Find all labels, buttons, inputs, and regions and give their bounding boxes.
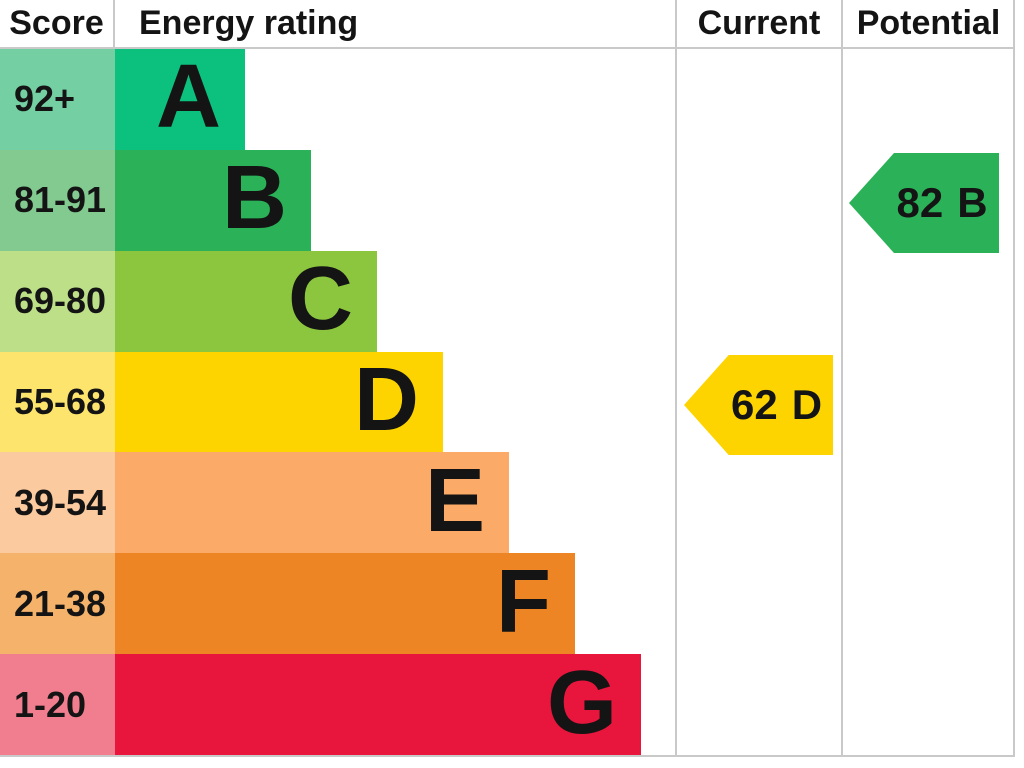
header-energy-rating: Energy rating <box>139 4 359 42</box>
header-potential: Potential <box>856 4 1001 42</box>
rating-letter-g: G <box>546 652 617 753</box>
band-row-d: 55-68 D <box>0 350 1015 453</box>
band-rows: 92+ A 81-91 B 69-80 C 55-68 D 39-54 E 21… <box>0 49 1015 757</box>
rating-letter-e: E <box>424 450 485 551</box>
potential-value: 82 <box>896 179 944 226</box>
score-range-b: 81-91 <box>0 149 115 251</box>
rating-bar-f: F <box>115 551 575 655</box>
band-row-f: 21-38 F <box>0 551 1015 655</box>
band-row-c: 69-80 C <box>0 249 1015 352</box>
header-score: Score <box>0 0 115 47</box>
rating-letter-c: C <box>288 249 353 350</box>
score-range-d: 55-68 <box>0 351 115 453</box>
band-row-a: 92+ A <box>0 49 1015 150</box>
score-range-g: 1-20 <box>0 654 115 756</box>
rating-bar-a: A <box>115 49 245 150</box>
rating-letter-b: B <box>222 148 287 249</box>
rating-letter-d: D <box>354 350 419 450</box>
rating-letter-f: F <box>496 551 551 652</box>
score-range-f: 21-38 <box>0 553 115 655</box>
band-row-b: 81-91 B <box>0 148 1015 251</box>
score-range-a: 92+ <box>0 49 115 150</box>
rating-bar-c: C <box>115 249 377 352</box>
divider-current-column <box>675 0 677 757</box>
rating-letter-a: A <box>156 47 221 148</box>
rating-bar-d: D <box>115 350 443 453</box>
current-value: 62 <box>730 381 778 428</box>
potential-letter: B <box>957 179 988 226</box>
rating-bar-b: B <box>115 148 311 251</box>
score-range-e: 39-54 <box>0 452 115 554</box>
score-range-c: 69-80 <box>0 250 115 352</box>
divider-right-edge <box>1013 0 1015 757</box>
header-current: Current <box>697 4 821 42</box>
rating-bar-e: E <box>115 450 509 554</box>
rating-bar-g: G <box>115 652 641 756</box>
band-row-g: 1-20 G <box>0 652 1015 756</box>
band-row-e: 39-54 E <box>0 450 1015 554</box>
divider-potential-column <box>841 0 843 757</box>
current-letter: D <box>791 381 823 428</box>
header-row: Score Energy rating Current Potential <box>0 0 1015 49</box>
